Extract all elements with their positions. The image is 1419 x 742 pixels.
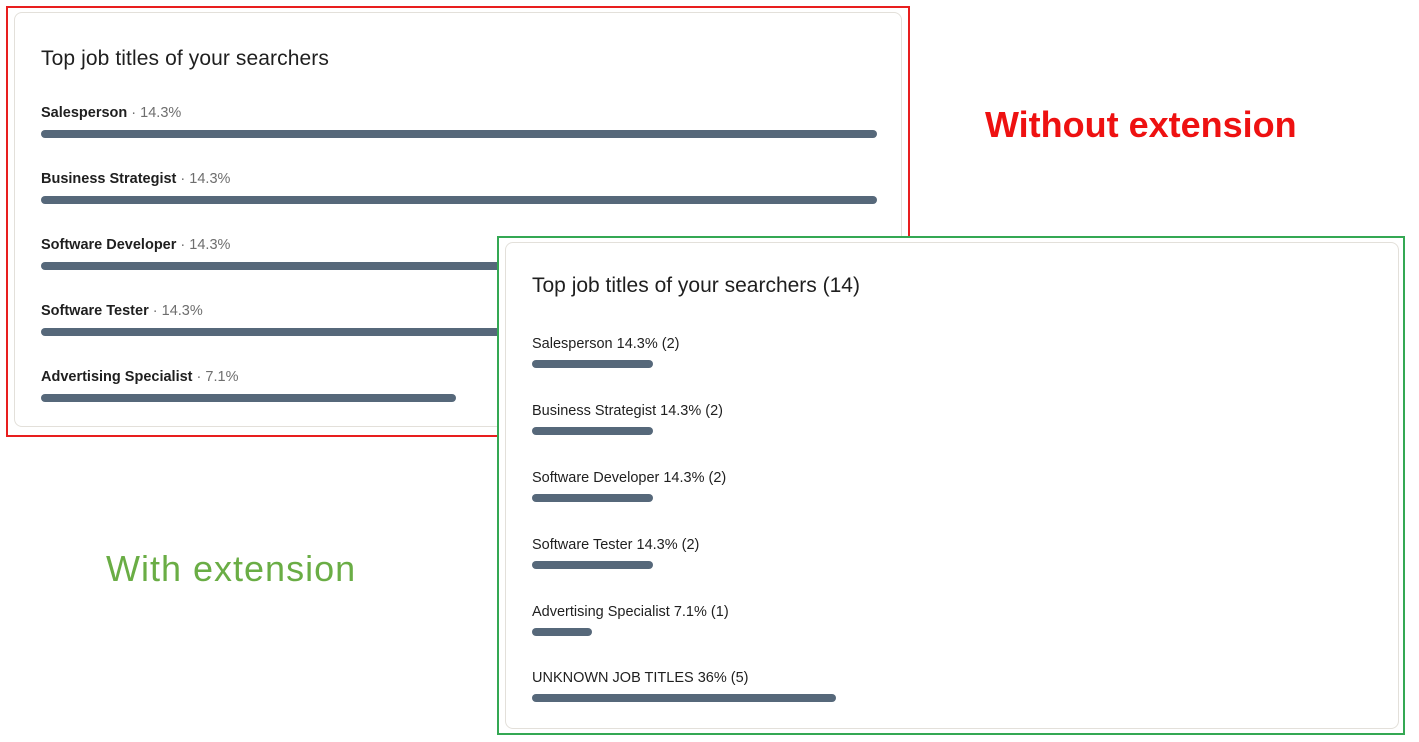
job-title-label: Software Developer 14.3% (2) (532, 470, 727, 486)
separator-dot: · (152, 303, 158, 319)
job-title-name: Business Strategist (41, 171, 177, 187)
job-title-row: Business Strategist 14.3% (2) (532, 403, 932, 443)
job-title-row: Software Tester 14.3% (2) (532, 537, 932, 577)
job-title-row: Advertising Specialist · 7.1% (41, 369, 877, 409)
separator-dot: · (131, 105, 137, 121)
job-title-name: Salesperson (41, 105, 128, 121)
job-title-name: Software Tester (41, 303, 149, 319)
job-titles-card-with-extension: Top job titles of your searchers (14) Sa… (505, 242, 1399, 729)
job-title-row: Business Strategist · 14.3% (41, 171, 877, 211)
share-bar (41, 130, 877, 138)
job-title-percent: 14.3% (189, 237, 231, 253)
job-title-label: Salesperson 14.3% (2) (532, 336, 680, 352)
job-titles-card-without-extension: Top job titles of your searchers Salespe… (14, 12, 902, 427)
job-title-row: Software Developer 14.3% (2) (532, 470, 932, 510)
job-title-name: Advertising Specialist (41, 369, 193, 385)
share-bar (532, 694, 836, 702)
job-title-label: Advertising Specialist 7.1% (1) (532, 604, 729, 620)
share-bar (41, 328, 877, 336)
job-title-label: Business Strategist 14.3% (2) (532, 403, 724, 419)
without-extension-frame: Top job titles of your searchers Salespe… (6, 6, 910, 437)
with-extension-caption: With extension (106, 548, 357, 589)
share-bar (41, 196, 877, 204)
separator-dot: · (180, 237, 186, 253)
share-bar (532, 628, 592, 636)
share-bar (532, 561, 653, 569)
share-bar (532, 494, 653, 502)
job-title-name: Software Developer (41, 237, 177, 253)
share-bar (41, 394, 457, 402)
job-title-row: UNKNOWN JOB TITLES 36% (5) (532, 670, 932, 710)
separator-dot: · (180, 171, 186, 187)
job-title-label: Software Tester 14.3% (2) (532, 537, 700, 553)
card-title: Top job titles of your searchers (14) (532, 274, 860, 297)
share-bar (532, 427, 653, 435)
job-title-percent: 14.3% (161, 303, 203, 319)
job-title-percent: 14.3% (140, 105, 182, 121)
job-title-percent: 7.1% (205, 369, 239, 385)
separator-dot: · (196, 369, 202, 385)
without-extension-caption: Without extension (985, 104, 1297, 145)
share-bar (532, 360, 653, 368)
job-title-row: Software Developer · 14.3% (41, 237, 877, 277)
job-title-row: Salesperson · 14.3% (41, 105, 877, 145)
job-title-percent: 14.3% (189, 171, 231, 187)
job-title-row: Software Tester · 14.3% (41, 303, 877, 343)
job-title-row: Salesperson 14.3% (2) (532, 336, 932, 376)
job-title-row: Advertising Specialist 7.1% (1) (532, 604, 932, 644)
share-bar (41, 262, 877, 270)
with-extension-frame: Top job titles of your searchers (14) Sa… (497, 236, 1405, 735)
card-title: Top job titles of your searchers (41, 47, 330, 70)
job-title-label: UNKNOWN JOB TITLES 36% (5) (532, 670, 749, 686)
